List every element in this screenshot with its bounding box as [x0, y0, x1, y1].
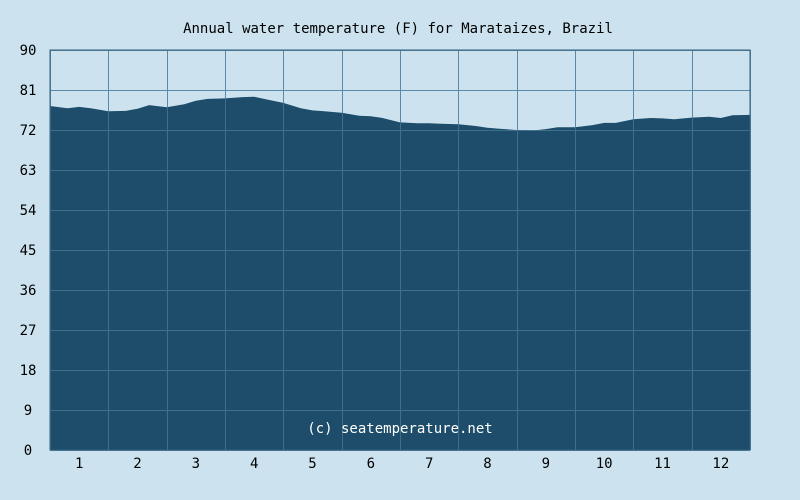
x-tick-label: 6: [367, 456, 375, 472]
x-tick-label: 4: [250, 456, 258, 472]
x-tick-label: 1: [75, 456, 83, 472]
x-tick-label: 5: [308, 456, 316, 472]
y-tick-label: 90: [20, 43, 37, 59]
y-tick-label: 27: [20, 323, 37, 339]
x-tick-label: 9: [542, 456, 550, 472]
x-tick-label: 11: [654, 456, 671, 472]
chart-title: Annual water temperature (F) for Maratai…: [183, 21, 613, 37]
watermark: (c) seatemperature.net: [307, 421, 492, 437]
y-axis-ticks: 0 9 18 27 36 45 54 63 72 81 90: [20, 43, 37, 459]
y-tick-label: 63: [20, 163, 37, 179]
plot-frame: [49, 49, 751, 451]
x-tick-label: 10: [596, 456, 613, 472]
x-tick-label: 12: [712, 456, 729, 472]
y-tick-label: 81: [20, 83, 37, 99]
y-tick-label: 45: [20, 243, 37, 259]
x-tick-label: 3: [192, 456, 200, 472]
y-tick-label: 54: [20, 203, 37, 219]
y-tick-label: 18: [20, 363, 37, 379]
y-tick-label: 72: [20, 123, 37, 139]
x-tick-label: 7: [425, 456, 433, 472]
x-tick-label: 8: [483, 456, 491, 472]
x-tick-label: 2: [133, 456, 141, 472]
y-tick-label: 9: [24, 403, 32, 419]
y-tick-label: 36: [20, 283, 37, 299]
x-axis-ticks: 1 2 3 4 5 6 7 8 9 10 11 12: [75, 456, 729, 472]
y-tick-label: 0: [24, 443, 32, 459]
